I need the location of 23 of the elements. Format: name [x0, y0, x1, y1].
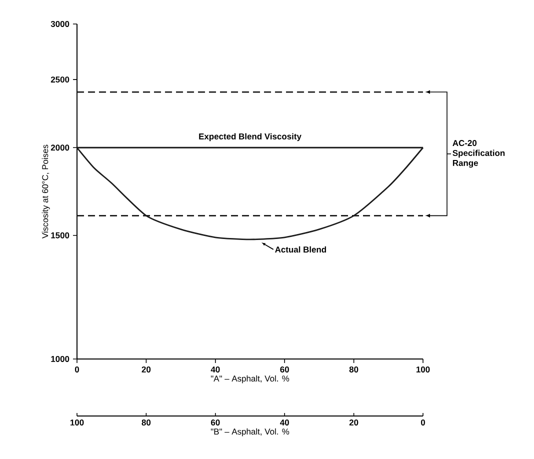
x2-axis-title: "B" – Asphalt, Vol. % [210, 428, 290, 436]
x2-tick-label: 80 [142, 420, 151, 426]
x-tick-label: 80 [349, 366, 358, 372]
annotation: Actual Blend [275, 246, 326, 253]
x-tick-label: 100 [416, 366, 430, 372]
x2-tick-label: 100 [70, 420, 84, 426]
y-tick-label: 1500 [51, 232, 70, 238]
x-tick-label: 0 [74, 366, 80, 372]
y-tick-label: 2000 [50, 144, 70, 151]
y-tick-label: 1000 [51, 356, 70, 362]
x2-tick-label: 60 [211, 420, 220, 426]
text: AC-20 Specification Range [452, 140, 505, 168]
x-tick-label: 60 [280, 366, 289, 372]
y-axis-title: Viscosity at 60°C, Poises [42, 144, 50, 238]
x-tick-label: 40 [210, 366, 220, 372]
x2-tick-label: 20 [349, 420, 358, 426]
x2-tick-label: 40 [280, 420, 289, 426]
ref-line-label: Expected Blend Viscosity [199, 133, 302, 142]
y-tick-label: 3000 [50, 20, 70, 27]
x-tick-label: 20 [142, 366, 151, 372]
x-axis-title: "A" – Asphalt, Vol. % [210, 375, 290, 384]
y-tick-label: 2500 [50, 76, 70, 83]
x2-tick-label: 0 [420, 420, 426, 426]
